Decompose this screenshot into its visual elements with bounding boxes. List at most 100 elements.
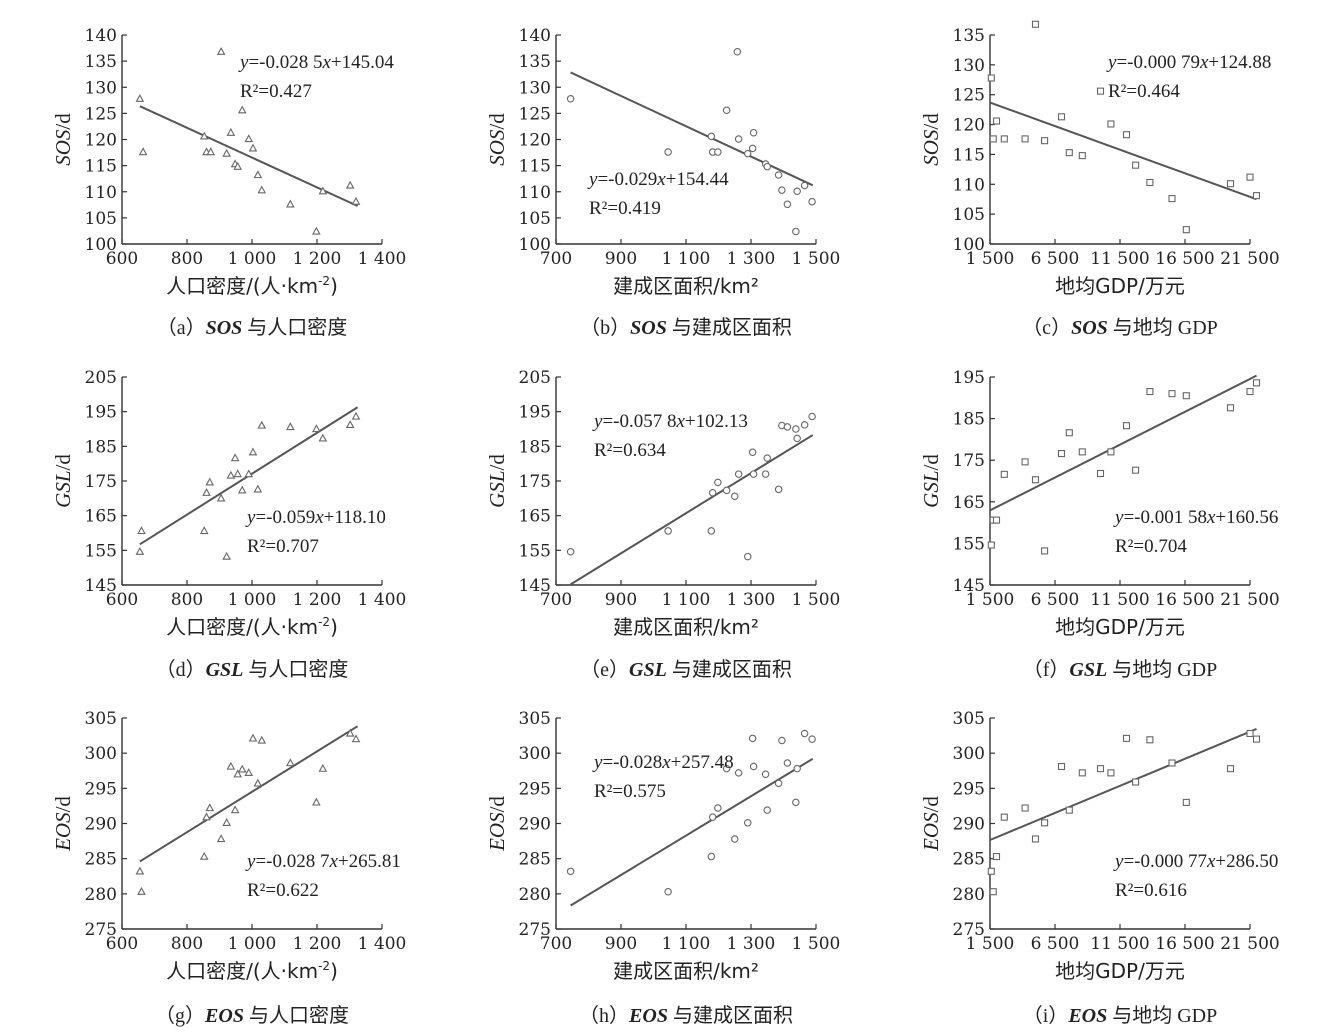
data-point-square [1021, 804, 1029, 812]
y-tick-label: 100 [953, 235, 985, 255]
data-point-square [992, 853, 1001, 861]
data-point-triangle [216, 834, 226, 843]
y-tick-label: 305 [953, 709, 985, 729]
data-point-circle [707, 527, 716, 535]
data-point-circle [734, 769, 743, 777]
y-tick-label: 290 [953, 815, 985, 835]
data-point-triangle [345, 180, 355, 189]
data-point-triangle [318, 433, 328, 442]
x-axis-label: 人口密度/(人·km-2) [166, 615, 338, 639]
chart-panel-c: 100 105 110 115 120 125 130 135 1 500 6 500 11 500… [919, 20, 1280, 339]
data-point-square [1146, 388, 1154, 396]
y-tick-label: 275 [519, 920, 551, 940]
data-point-circle [664, 887, 672, 896]
data-point-triangle [248, 733, 258, 742]
x-tick-label: 1 500 [792, 249, 841, 269]
y-tick-label: 105 [85, 209, 117, 229]
y-tick-label: 155 [519, 541, 551, 561]
x-tick-label: 21 500 [1220, 934, 1279, 954]
data-point-circle [566, 94, 575, 103]
data-point-triangle [137, 886, 146, 895]
x-tick-label: 16 500 [1155, 934, 1214, 954]
x-tick-label: 6 500 [1031, 590, 1080, 610]
y-tick-label: 175 [519, 472, 551, 492]
data-point-triangle [222, 148, 231, 157]
r-squared-label: R²=0.616 [1115, 880, 1187, 901]
y-tick-label: 175 [85, 472, 117, 492]
y-tick-label: 300 [953, 744, 985, 764]
data-point-triangle [230, 453, 240, 462]
x-tick-label: 600 [106, 590, 138, 610]
data-point-circle [774, 171, 783, 179]
y-tick-label: 115 [953, 145, 985, 165]
data-point-circle [792, 798, 800, 807]
data-point-square [987, 867, 995, 875]
regression-equation: y=-0.000 79x+124.88 [1106, 52, 1271, 73]
data-point-triangle [257, 420, 267, 429]
y-tick-label: 135 [953, 26, 985, 46]
y-tick-label: 145 [85, 576, 117, 596]
y-tick-label: 130 [953, 56, 985, 76]
data-point-square [1065, 429, 1073, 437]
y-tick-label: 280 [519, 885, 551, 905]
data-point-circle [743, 552, 752, 561]
data-point-circle [763, 806, 771, 814]
y-tick-label: 285 [953, 850, 985, 870]
data-point-square [1146, 178, 1154, 187]
chart-panel-b: 100 105 110 115 120 125 130 135 140 700 900 1 100 1 … [485, 26, 840, 339]
data-point-circle [749, 470, 758, 478]
data-point-square [1021, 135, 1029, 143]
data-point-square [1041, 547, 1049, 555]
data-point-square [1146, 736, 1154, 744]
data-point-triangle [345, 420, 355, 428]
data-point-triangle [216, 46, 226, 55]
data-point-triangle [345, 728, 355, 737]
data-point-square [1252, 735, 1261, 743]
x-tick-label: 1 000 [228, 590, 277, 610]
y-tick-label: 125 [85, 104, 117, 124]
x-axis-label: 地均GDP/万元 [1055, 959, 1185, 983]
data-point-triangle [318, 763, 328, 772]
data-point-square [987, 541, 995, 549]
y-tick-label: 195 [953, 368, 985, 388]
data-point-circle [707, 132, 716, 141]
data-point-square [1000, 135, 1008, 143]
data-point-triangle [312, 226, 321, 235]
x-tick-label: 800 [171, 934, 203, 954]
y-tick-label: 165 [953, 493, 985, 513]
data-point-triangle [233, 161, 243, 170]
x-tick-label: 700 [540, 934, 572, 954]
data-point-circle [708, 813, 717, 821]
data-point-circle [800, 181, 809, 190]
y-axis-label: SOS/d [919, 113, 943, 166]
data-point-circle [743, 819, 752, 827]
data-point-triangle [216, 493, 226, 502]
data-point-circle [783, 200, 792, 209]
x-tick-label: 900 [605, 249, 637, 269]
y-tick-label: 280 [953, 885, 985, 905]
regression-equation: y=-0.028 7x+265.81 [245, 851, 401, 872]
data-point-square [1226, 404, 1235, 412]
y-tick-label: 120 [953, 116, 985, 136]
data-point-circle [783, 423, 792, 431]
data-point-circle [664, 148, 672, 156]
x-tick-label: 1 500 [792, 934, 841, 954]
x-tick-label: 900 [605, 590, 637, 610]
regression-equation: y=-0.001 58x+160.56 [1113, 507, 1278, 528]
data-point-circle [734, 135, 743, 143]
data-point-square [1122, 131, 1131, 139]
data-point-circle [778, 736, 786, 745]
data-point-triangle [226, 127, 236, 136]
r-squared-label: R²=0.622 [247, 880, 319, 901]
data-point-circle [730, 835, 739, 843]
data-point-circle [708, 489, 717, 497]
data-point-circle [722, 486, 731, 495]
data-point-triangle [230, 805, 240, 814]
data-point-circle [800, 729, 809, 738]
y-tick-label: 300 [85, 744, 117, 764]
data-point-circle [778, 186, 786, 194]
x-tick-label: 1 100 [662, 590, 711, 610]
regression-equation: y=-0.028 5x+145.04 [238, 52, 394, 73]
x-tick-label: 1 300 [727, 249, 776, 269]
